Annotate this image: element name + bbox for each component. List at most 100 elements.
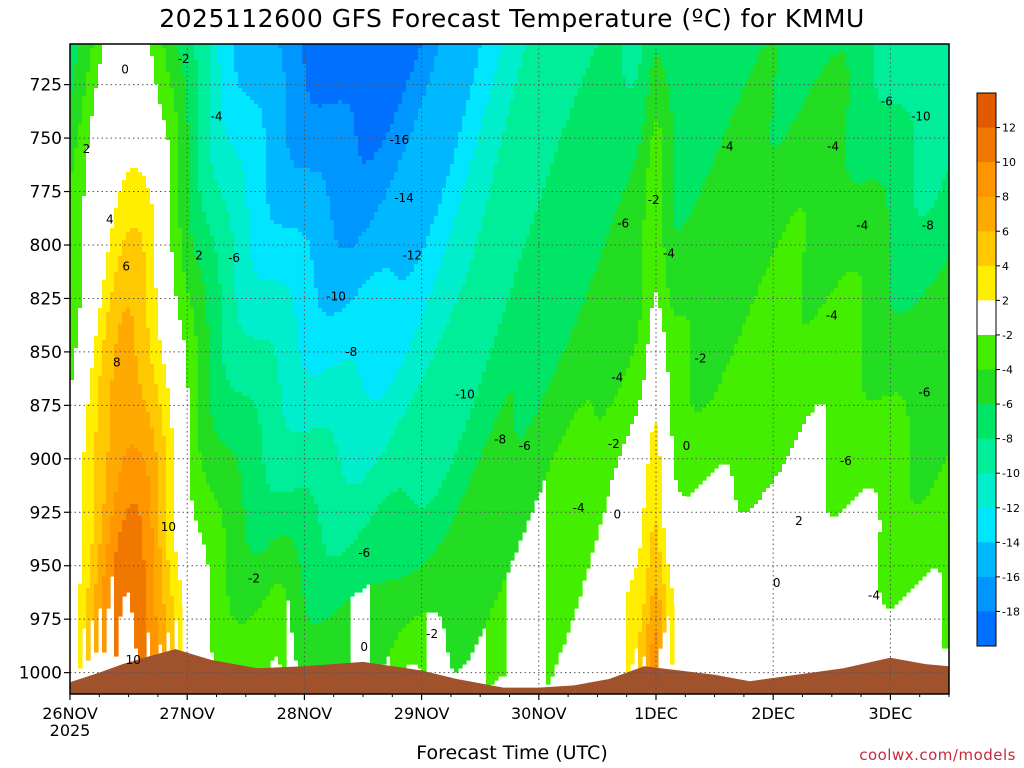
contour-label: -2	[426, 627, 438, 641]
temperature-cell	[222, 528, 227, 689]
temperature-cell	[858, 184, 863, 277]
temperature-cell	[562, 436, 567, 645]
temperature-cell	[486, 200, 491, 361]
temperature-cell	[122, 44, 127, 181]
temperature-cell	[486, 440, 491, 621]
temperature-cell	[566, 428, 571, 633]
colorbar-swatch	[977, 231, 996, 267]
temperature-cell	[230, 232, 235, 389]
temperature-cell	[422, 376, 427, 509]
temperature-cell	[310, 260, 315, 377]
temperature-cell	[374, 512, 379, 585]
temperature-cell	[298, 488, 303, 565]
temperature-cell	[298, 352, 303, 433]
temperature-cell	[622, 444, 627, 609]
temperature-cell	[626, 592, 631, 677]
temperature-cell	[314, 428, 319, 505]
temperature-cell	[394, 428, 399, 493]
temperature-cell	[398, 420, 403, 489]
temperature-cell	[846, 44, 851, 69]
temperature-cell	[202, 212, 207, 285]
temperature-cell	[162, 120, 167, 365]
colorbar-label: -16	[1002, 571, 1020, 584]
temperature-cell	[510, 288, 515, 393]
temperature-cell	[98, 544, 103, 609]
temperature-cell	[406, 44, 411, 81]
source-credit[interactable]: coolwx.com/models	[859, 746, 1016, 764]
temperature-cell	[230, 44, 235, 145]
colorbar-swatch	[977, 196, 996, 232]
temperature-cell	[350, 544, 355, 597]
temperature-cell	[670, 44, 675, 113]
temperature-cell	[414, 572, 419, 617]
temperature-cell	[894, 312, 899, 393]
temperature-cell	[646, 44, 651, 97]
temperature-cell	[118, 192, 123, 257]
temperature-cell	[614, 44, 619, 213]
temperature-cell	[450, 232, 455, 313]
temperature-cell	[442, 540, 447, 629]
temperature-cell	[638, 144, 643, 321]
temperature-cell	[382, 200, 387, 269]
temperature-cell	[386, 388, 391, 445]
temperature-cell	[402, 416, 407, 493]
temperature-cell	[342, 248, 347, 309]
temperature-cell	[530, 44, 535, 225]
temperature-cell	[430, 72, 435, 225]
temperature-cell	[98, 44, 103, 65]
temperature-cell	[910, 308, 915, 501]
temperature-cell	[786, 456, 791, 685]
temperature-cell	[78, 124, 83, 309]
temperature-cell	[782, 44, 787, 141]
temperature-cell	[490, 608, 495, 685]
temperature-cell	[430, 500, 435, 557]
temperature-cell	[518, 44, 523, 69]
temperature-cell	[454, 516, 459, 673]
temperature-cell	[806, 44, 811, 97]
x-tick-label: 27NOV	[159, 704, 215, 723]
temperature-cell	[522, 44, 527, 53]
temperature-cell	[378, 504, 383, 585]
temperature-cell	[478, 384, 483, 461]
temperature-cell	[122, 456, 127, 521]
temperature-cell	[398, 280, 403, 369]
temperature-cell	[718, 44, 723, 149]
temperature-cell	[78, 308, 83, 585]
temperature-cell	[98, 308, 103, 377]
temperature-cell	[154, 44, 159, 85]
temperature-cell	[398, 368, 403, 421]
temperature-cell	[210, 416, 215, 493]
temperature-cell	[450, 312, 455, 465]
temperature-cell	[266, 340, 271, 485]
temperature-cell	[418, 384, 423, 509]
temperature-cell	[442, 332, 447, 481]
temperature-cell	[526, 236, 531, 429]
temperature-cell	[698, 196, 703, 413]
temperature-cell	[510, 100, 515, 289]
temperature-cell	[786, 44, 791, 133]
temperature-cell	[442, 188, 447, 257]
temperature-cell	[910, 500, 915, 589]
temperature-cell	[214, 432, 219, 501]
temperature-cell	[906, 312, 911, 417]
temperature-cell	[850, 272, 855, 501]
temperature-cell	[790, 44, 795, 125]
temperature-cell	[362, 528, 367, 589]
temperature-cell	[234, 152, 239, 301]
temperature-cell	[786, 224, 791, 457]
temperature-cell	[594, 272, 599, 417]
temperature-cell	[314, 624, 319, 681]
temperature-cell	[934, 200, 939, 281]
temperature-cell	[662, 584, 667, 633]
temperature-cell	[894, 44, 899, 105]
temperature-cell	[410, 272, 415, 341]
temperature-cell	[750, 508, 755, 637]
temperature-cell	[382, 268, 387, 397]
temperature-cell	[306, 372, 311, 433]
temperature-cell	[218, 64, 223, 189]
temperature-cell	[106, 544, 111, 609]
contour-label: -6	[918, 386, 930, 400]
temperature-cell	[866, 44, 871, 181]
temperature-cell	[450, 44, 455, 165]
temperature-cell	[946, 456, 949, 649]
